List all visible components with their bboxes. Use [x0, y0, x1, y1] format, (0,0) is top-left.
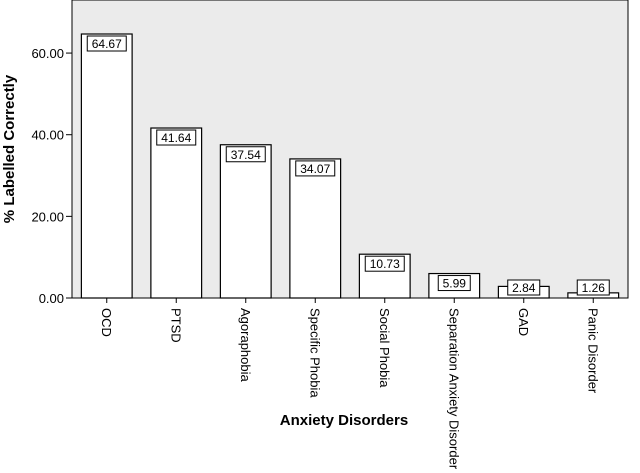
x-tick-label: Separation Anxiety Disorder — [446, 308, 461, 470]
x-tick-label: Specific Phobia — [307, 308, 322, 398]
data-label-box — [437, 275, 471, 292]
y-tick-label: 40.00 — [31, 128, 64, 143]
x-tick-label: Social Phobia — [377, 308, 392, 388]
data-label: 10.73 — [370, 257, 400, 271]
data-label: 37.54 — [231, 148, 261, 162]
data-label-box — [156, 129, 197, 146]
data-label: 5.99 — [443, 277, 467, 291]
bars: 64.67 41.64 37.54 34.07 10.73 5.99 2.84 1.26 — [80, 33, 620, 299]
data-label: 41.64 — [161, 131, 191, 145]
data-label-box — [295, 160, 336, 177]
x-axis-label: Anxiety Disorders — [280, 412, 408, 429]
bar — [150, 127, 203, 299]
y-tick-label: 60.00 — [31, 46, 64, 61]
bar — [80, 33, 133, 299]
data-label: 1.26 — [582, 281, 606, 295]
data-label-box — [225, 146, 266, 163]
x-tick-label: OCD — [99, 308, 114, 337]
x-tick-label: PTSD — [168, 308, 183, 343]
data-label-box — [507, 279, 541, 296]
y-axis-label: % Labelled Correctly — [1, 74, 18, 223]
data-label: 2.84 — [512, 281, 536, 295]
data-label-box — [86, 35, 127, 52]
bar — [219, 144, 272, 299]
data-label-box — [364, 255, 405, 272]
y-tick-label: 20.00 — [31, 209, 64, 224]
bar — [289, 158, 342, 299]
x-axis: OCD PTSD Agoraphobia Specific Phobia Social … — [99, 298, 600, 470]
data-label: 64.67 — [92, 37, 122, 51]
x-tick-label: Panic Disorder — [585, 308, 600, 394]
data-label: 34.07 — [300, 162, 330, 176]
bar — [428, 272, 481, 299]
y-axis: 0.00 20.00 40.00 60.00 — [31, 46, 72, 306]
x-tick-label: Agoraphobia — [238, 308, 253, 382]
y-tick-label: 0.00 — [39, 291, 64, 306]
data-label-box — [576, 279, 610, 296]
x-tick-label: GAD — [516, 308, 531, 336]
